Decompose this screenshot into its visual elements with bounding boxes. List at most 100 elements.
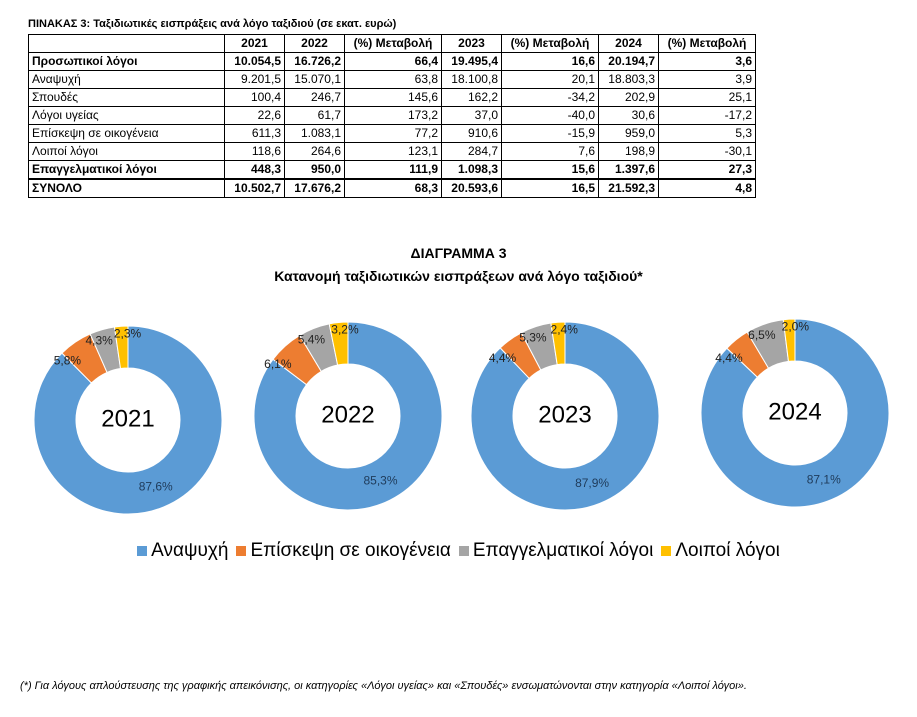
table-cell: 18.100,8 (441, 70, 502, 89)
legend-item: Επαγγελματικοί λόγοι (458, 540, 653, 562)
legend-item: Επίσκεψη σε οικογένεια (236, 540, 451, 562)
diagram-title: Κατανομή ταξιδιωτικών εισπράξεων ανά λόγ… (274, 268, 643, 284)
legend-label: Λοιποί λόγοι (675, 540, 780, 561)
donut-center-label: 2024 (768, 398, 821, 425)
table-cell: 16,6 (501, 52, 599, 71)
donut-slice (700, 318, 890, 508)
slice-label: 2,3% (114, 326, 142, 340)
table-cell: 1.397,6 (598, 160, 659, 180)
header-cell (28, 34, 225, 53)
legend-label: Αναψυχή (151, 540, 229, 561)
donut-center-label: 2022 (321, 401, 374, 428)
slice-label: 2,4% (551, 322, 579, 336)
table-cell: 16,5 (501, 178, 599, 198)
table-cell: 27,3 (658, 160, 756, 180)
slice-label: 5,8% (54, 354, 82, 368)
table-cell: 30,6 (598, 106, 659, 125)
table-cell: 246,7 (284, 88, 345, 107)
table-cell: 611,3 (224, 124, 285, 143)
receipts-table: 2021 2022 (%) Μεταβολή 2023 (%) Μεταβολή… (28, 34, 756, 198)
legend-swatch (661, 545, 672, 556)
table-header-row: 2021 2022 (%) Μεταβολή 2023 (%) Μεταβολή… (28, 34, 756, 53)
table-cell: 22,6 (224, 106, 285, 125)
table-cell: 118,6 (224, 142, 285, 161)
table-cell: 19.495,4 (441, 52, 502, 71)
table-caption: ΠΙΝΑΚΑΣ 3: Ταξιδιωτικές εισπράξεις ανά λ… (28, 18, 397, 30)
donut-slice (470, 321, 660, 511)
table-cell: 3,6 (658, 52, 756, 71)
slice-label: 4,3% (85, 334, 113, 348)
table-cell: 21.592,3 (598, 178, 659, 198)
slice-label: 5,4% (298, 332, 326, 346)
table-cell: 10.054,5 (224, 52, 285, 71)
table-cell: 9.201,5 (224, 70, 285, 89)
table-cell: 4,8 (658, 178, 756, 198)
footnote: (*) Για λόγους απλούστευσης της γραφικής… (20, 680, 747, 692)
table-cell: 68,3 (344, 178, 442, 198)
table-cell: 17.676,2 (284, 178, 345, 198)
slice-label: 4,4% (489, 351, 517, 365)
slice-label: 5,3% (519, 331, 547, 345)
table-cell: -30,1 (658, 142, 756, 161)
table-row: Λοιποί λόγοι 118,6 264,6 123,1 284,7 7,6 198,9… (28, 142, 756, 161)
table-row: Επαγγελματικοί λόγοι 448,3 950,0 111,9 1.098… (28, 160, 756, 180)
table-cell: 162,2 (441, 88, 502, 107)
donut-chart-2024: 87,1% 4,4% 6,5% 2,0% 2024 (700, 318, 890, 508)
table-cell: 20,1 (501, 70, 599, 89)
row-label: ΣΥΝΟΛΟ (28, 178, 225, 198)
legend-swatch (458, 545, 469, 556)
header-cell: 2023 (441, 34, 502, 53)
header-cell: (%) Μεταβολή (344, 34, 442, 53)
table-cell: 25,1 (658, 88, 756, 107)
legend-item: Λοιποί λόγοι (661, 540, 780, 562)
table-cell: 959,0 (598, 124, 659, 143)
table-row: Επίσκεψη σε οικογένεια 611,3 1.083,1 77,2 91… (28, 124, 756, 143)
row-label: Λόγοι υγείας (28, 106, 225, 125)
table-cell: 10.502,7 (224, 178, 285, 198)
table-cell: 910,6 (441, 124, 502, 143)
table-cell: 63,8 (344, 70, 442, 89)
table-row: Προσωπικοί λόγοι 10.054,5 16.726,2 66,4 19.4… (28, 52, 756, 71)
slice-label: 4,4% (715, 351, 743, 365)
donut-slice (253, 321, 443, 511)
table-cell: -34,2 (501, 88, 599, 107)
slice-label: 87,1% (807, 472, 841, 486)
slice-label: 85,3% (364, 474, 398, 488)
donut-center-label: 2021 (101, 405, 154, 432)
table-cell: -40,0 (501, 106, 599, 125)
legend-label: Επίσκεψη σε οικογένεια (250, 540, 451, 561)
slice-label: 6,1% (264, 357, 292, 371)
table-cell: 448,3 (224, 160, 285, 180)
donut-chart-2023: 87,9% 4,4%5,3% 2,4% 2023 (470, 321, 660, 511)
row-label: Λοιποί λόγοι (28, 142, 225, 161)
donut-center-label: 2023 (538, 401, 591, 428)
slice-label: 6,5% (748, 328, 776, 342)
table-cell: 15.070,1 (284, 70, 345, 89)
slice-label: 2,0% (782, 319, 810, 333)
table-cell: 202,9 (598, 88, 659, 107)
table-cell: 111,9 (344, 160, 442, 180)
legend-item: Αναψυχή (137, 540, 228, 562)
table-cell: 77,2 (344, 124, 442, 143)
table-cell: 7,6 (501, 142, 599, 161)
row-label: Σπουδές (28, 88, 225, 107)
table-cell: 61,7 (284, 106, 345, 125)
slice-label: 87,9% (575, 476, 609, 490)
table-row: Λόγοι υγείας 22,6 61,7 173,2 37,0 -40,0 30,6 -1… (28, 106, 756, 125)
donut-chart-2022: 85,3% 6,1% 5,4% 3,2% 2022 (253, 321, 443, 511)
table-cell: 37,0 (441, 106, 502, 125)
table-cell: 264,6 (284, 142, 345, 161)
table-cell: -17,2 (658, 106, 756, 125)
table-row: ΣΥΝΟΛΟ 10.502,7 17.676,2 68,3 20.593,6 16,5 21… (28, 178, 756, 198)
table-row: Αναψυχή 9.201,5 15.070,1 63,8 18.100,8 20,1 18… (28, 70, 756, 89)
header-cell: (%) Μεταβολή (501, 34, 599, 53)
slice-label: 3,2% (331, 323, 359, 337)
table-cell: 100,4 (224, 88, 285, 107)
header-cell: 2021 (224, 34, 285, 53)
slice-label: 87,6% (139, 480, 173, 494)
donut-slice (550, 321, 566, 366)
donut-slice (328, 321, 349, 366)
header-cell: (%) Μεταβολή (658, 34, 756, 53)
table-cell: 66,4 (344, 52, 442, 71)
table-cell: 284,7 (441, 142, 502, 161)
